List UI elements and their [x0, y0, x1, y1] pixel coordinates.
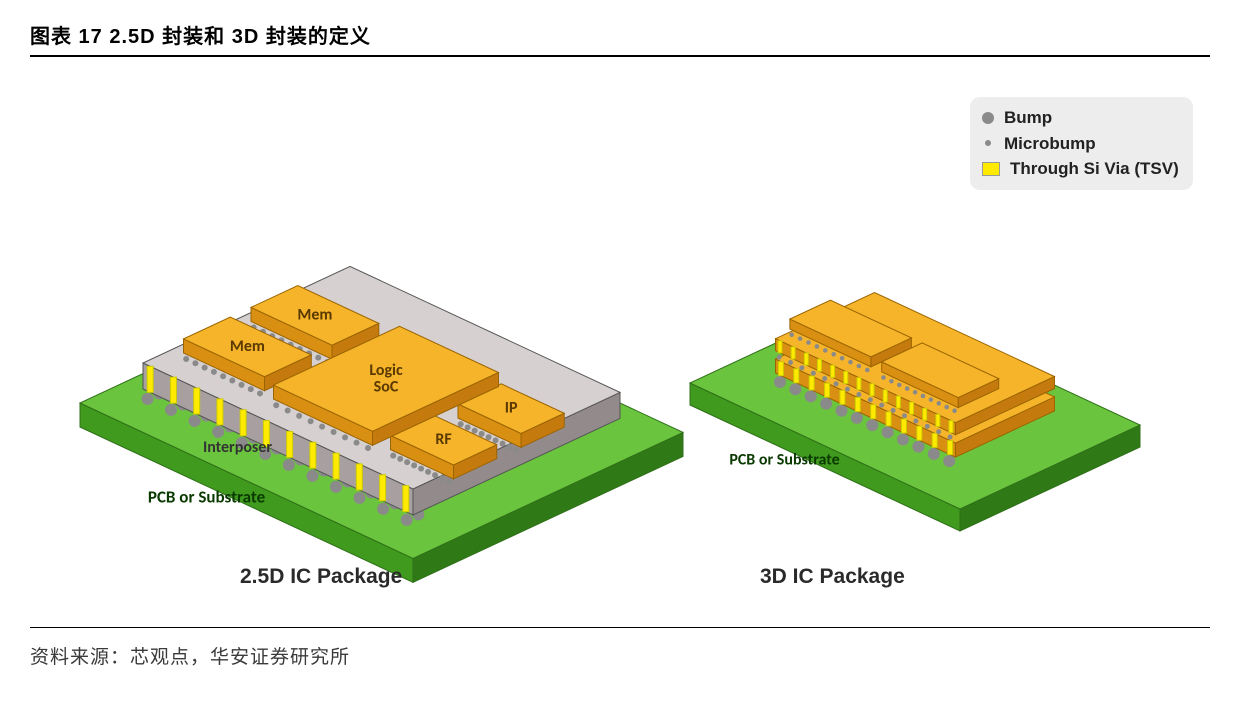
caption-3d: 3D IC Package	[760, 565, 905, 589]
svg-text:RF: RF	[435, 430, 451, 449]
caption-2-5d: 2.5D IC Package	[240, 565, 402, 589]
svg-text:Mem: Mem	[297, 305, 332, 324]
svg-text:Mem: Mem	[230, 337, 265, 356]
svg-text:PCB or Substrate: PCB or Substrate	[729, 451, 839, 470]
svg-text:IP: IP	[505, 399, 518, 418]
figure-area: Bump Microbump Through Si Via (TSV) PCB …	[30, 67, 1210, 628]
figure-source: 资料来源：芯观点，华安证券研究所	[30, 642, 1210, 669]
diagram-svg: PCB or Substrate Interposer Mem IP Mem RF Logi…	[30, 67, 1210, 627]
svg-text:LogicSoC: LogicSoC	[369, 361, 403, 397]
figure-title: 图表 17 2.5D 封装和 3D 封装的定义	[30, 20, 1210, 57]
svg-text:Interposer: Interposer	[203, 438, 272, 457]
svg-text:PCB or Substrate: PCB or Substrate	[148, 486, 266, 507]
